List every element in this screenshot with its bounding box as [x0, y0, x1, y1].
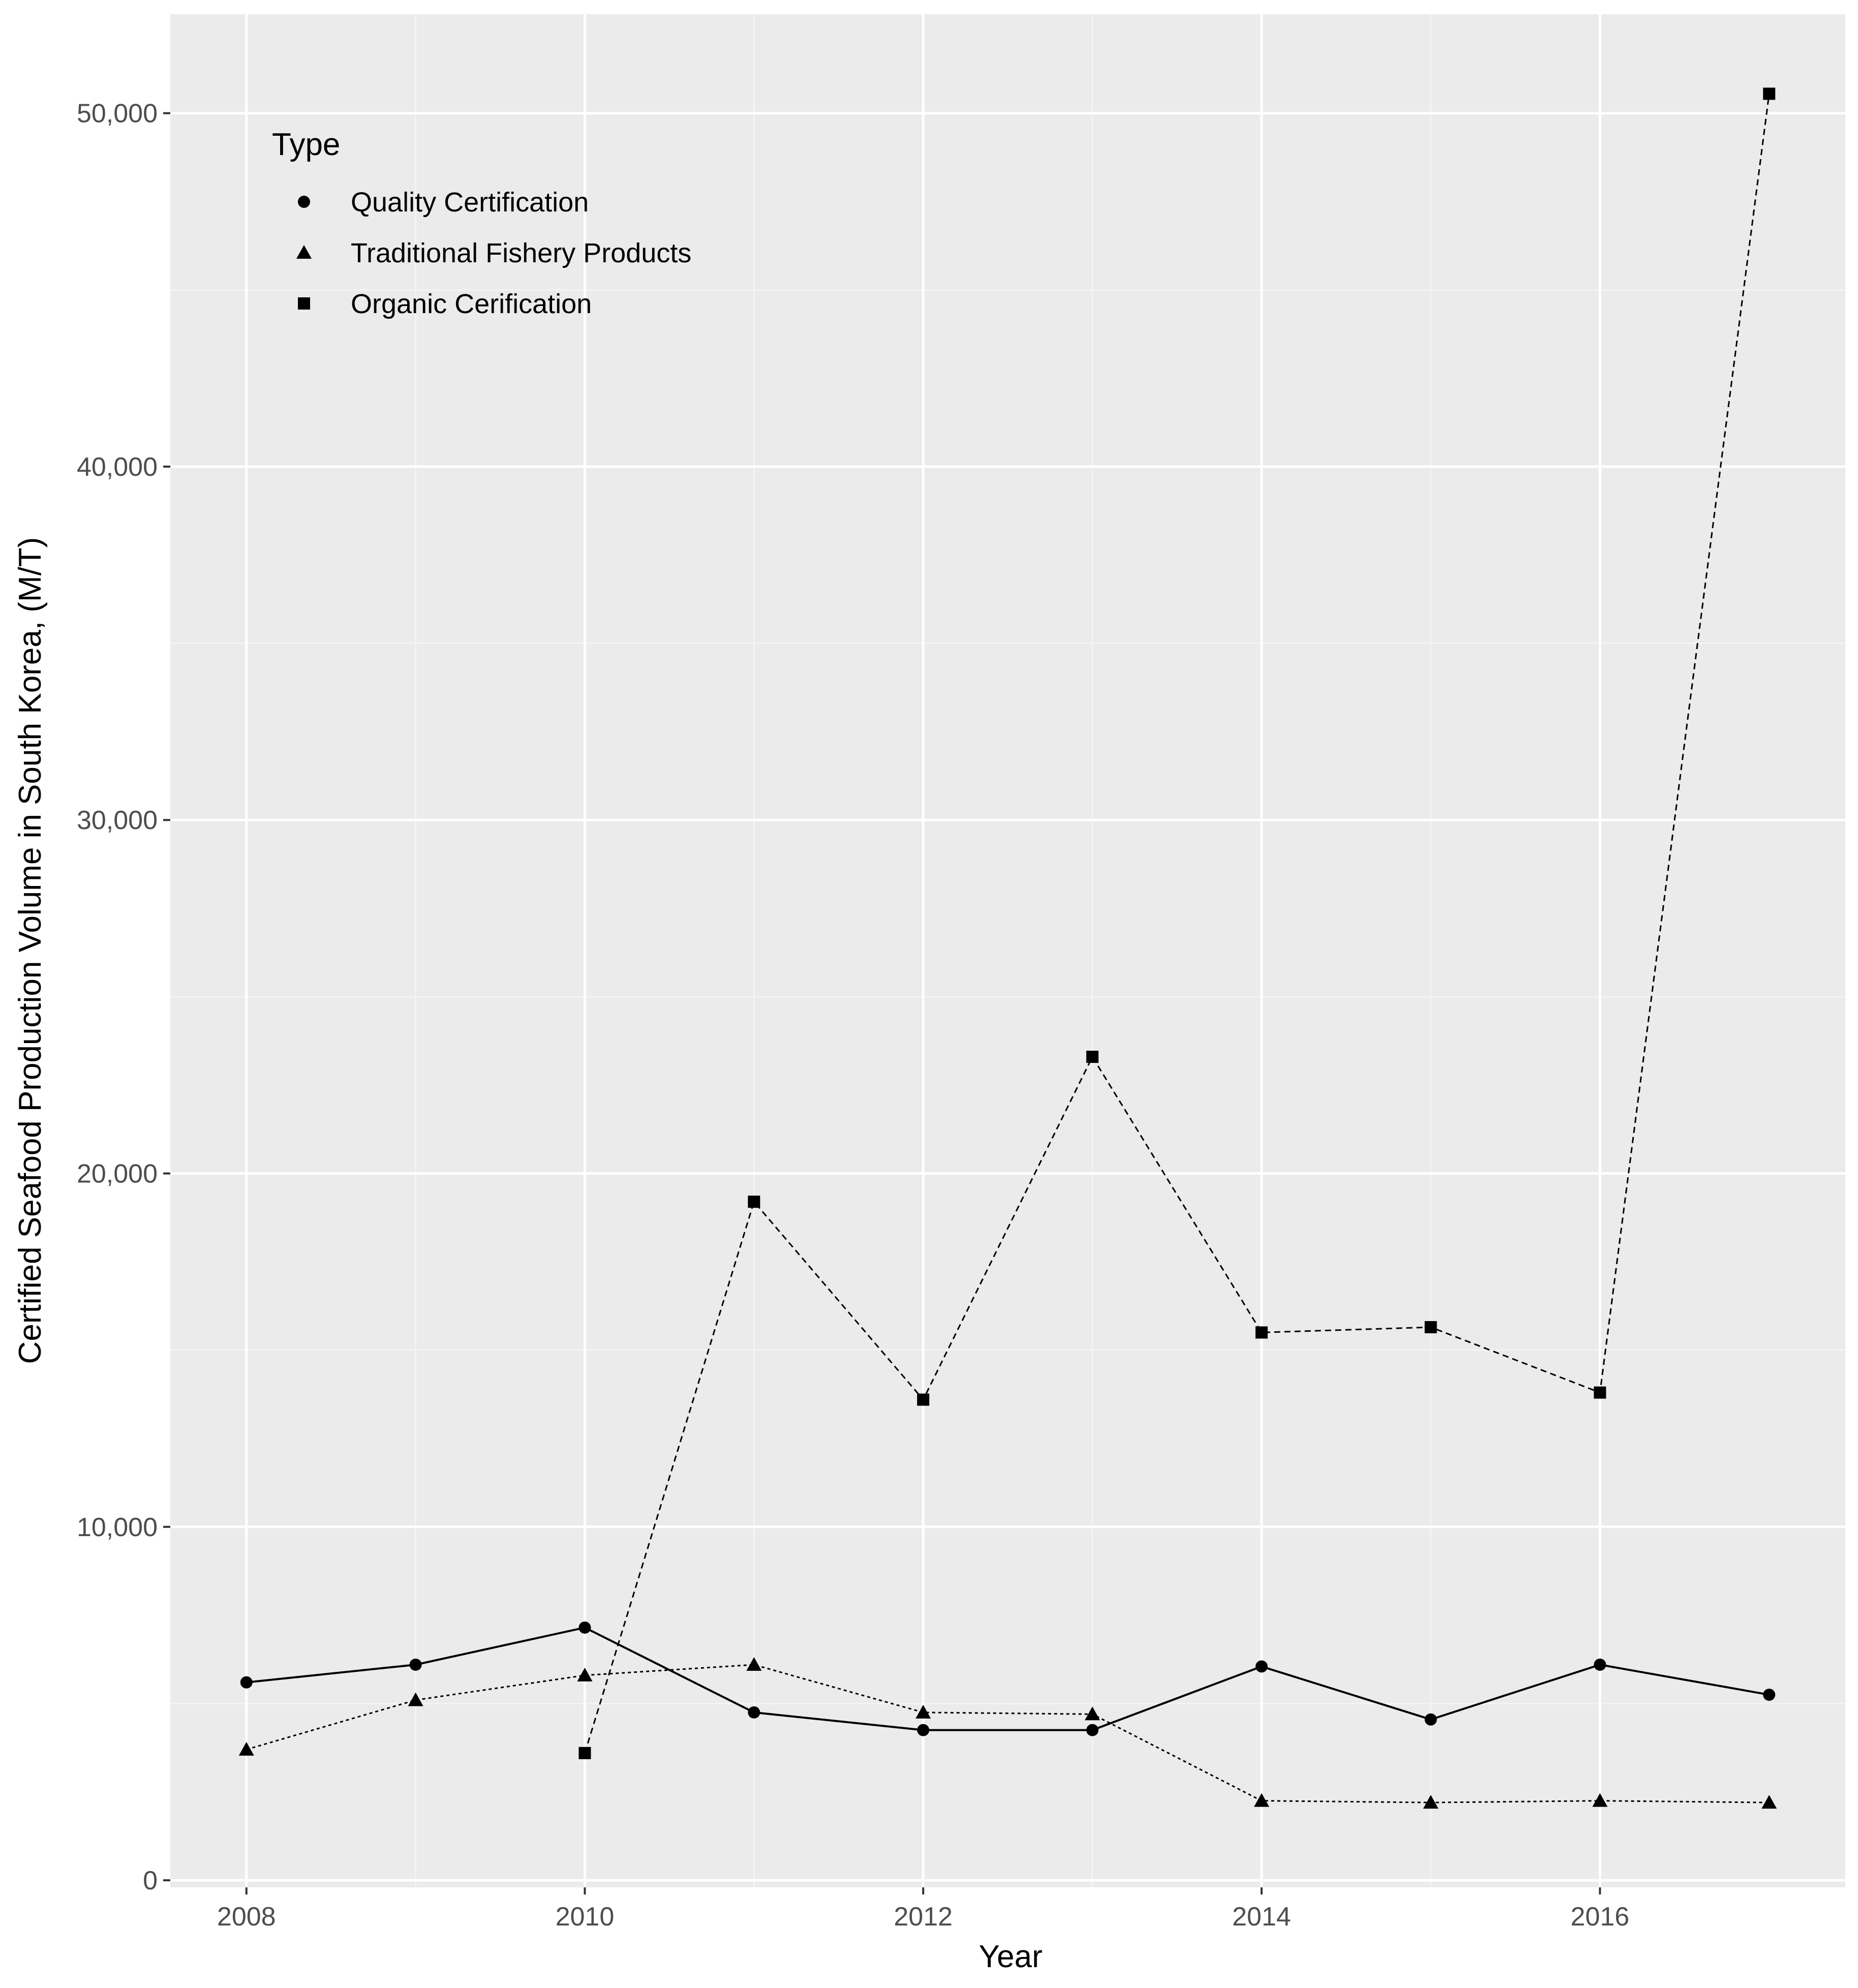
series-points	[238, 87, 1777, 1809]
data-point-organic-cerification	[1424, 1321, 1437, 1333]
data-point-organic-cerification	[578, 1747, 591, 1759]
data-point-quality-certification	[748, 1706, 760, 1719]
data-point-traditional-fishery-products	[238, 1741, 254, 1756]
data-point-traditional-fishery-products	[916, 1704, 931, 1719]
x-tick-label: 2008	[217, 1902, 276, 1932]
data-point-quality-certification	[240, 1676, 253, 1689]
legend-key-traditional-fishery-products	[296, 245, 312, 259]
data-point-traditional-fishery-products	[746, 1657, 762, 1671]
legend-label-organic-cerification: Organic Cerification	[351, 289, 592, 319]
x-tick-label: 2016	[1571, 1902, 1630, 1932]
y-tick-label: 30,000	[77, 806, 158, 835]
legend: Type Quality Certification Traditional Fi…	[272, 127, 691, 319]
data-point-quality-certification	[1424, 1713, 1437, 1726]
data-point-quality-certification	[578, 1621, 591, 1634]
x-tick-label: 2012	[894, 1902, 953, 1932]
legend-label-quality-certification: Quality Certification	[351, 187, 589, 218]
data-point-traditional-fishery-products	[408, 1692, 423, 1706]
data-point-quality-certification	[917, 1724, 930, 1736]
y-tick-label: 40,000	[77, 452, 158, 482]
series-line-organic-cerification	[584, 94, 1770, 1754]
data-point-organic-cerification	[917, 1393, 930, 1406]
grid-major	[170, 14, 1845, 1887]
legend-title: Type	[272, 127, 340, 162]
legend-label-traditional-fishery-products: Traditional Fishery Products	[351, 238, 691, 268]
data-point-quality-certification	[1594, 1658, 1606, 1671]
y-axis-title: Certified Seafood Production Volume in S…	[13, 537, 48, 1364]
y-tick-label: 50,000	[77, 99, 158, 129]
data-point-organic-cerification	[1255, 1326, 1268, 1339]
y-tick-label: 10,000	[77, 1513, 158, 1542]
data-point-quality-certification	[1763, 1689, 1776, 1701]
y-tick-label: 0	[143, 1866, 158, 1895]
data-point-quality-certification	[1255, 1660, 1268, 1673]
data-point-traditional-fishery-products	[1592, 1793, 1608, 1807]
series-line-quality-certification	[246, 1626, 1770, 1731]
y-tick-label: 20,000	[77, 1159, 158, 1189]
data-point-organic-cerification	[748, 1196, 760, 1208]
data-point-traditional-fishery-products	[1423, 1795, 1439, 1809]
legend-key-quality-certification	[298, 196, 310, 208]
grid-minor	[170, 14, 1845, 1887]
plot-panel	[170, 14, 1845, 1887]
data-point-traditional-fishery-products	[1084, 1706, 1100, 1721]
data-point-quality-certification	[409, 1658, 422, 1671]
data-point-organic-cerification	[1763, 87, 1776, 100]
data-point-traditional-fishery-products	[1761, 1795, 1777, 1809]
series-lines	[246, 94, 1770, 1803]
data-point-quality-certification	[1086, 1724, 1099, 1736]
data-point-organic-cerification	[1594, 1386, 1606, 1399]
x-tick-label: 2014	[1232, 1902, 1291, 1932]
legend-key-organic-cerification	[298, 297, 310, 310]
data-point-traditional-fishery-products	[1254, 1793, 1269, 1807]
series-line-traditional-fishery-products	[246, 1664, 1770, 1803]
x-tick-label: 2010	[556, 1902, 615, 1932]
data-point-traditional-fishery-products	[577, 1667, 593, 1681]
data-point-organic-cerification	[1086, 1051, 1099, 1063]
x-axis-title: Year	[979, 1939, 1042, 1974]
axes: 2008 2010 2012 2014 2016 0 10,000 20,000 30,000 4…	[77, 99, 1629, 1932]
